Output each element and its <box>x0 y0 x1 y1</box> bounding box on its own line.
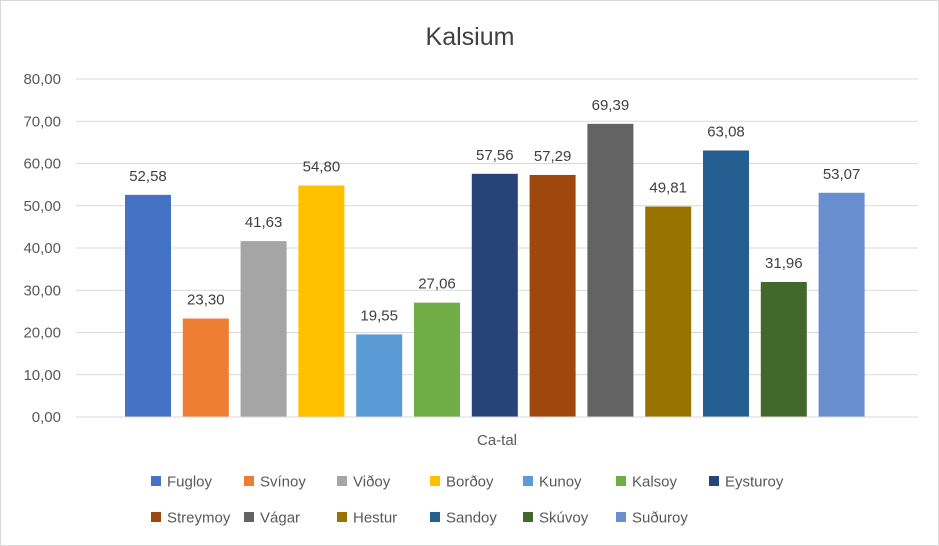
legend-label: Eysturoy <box>725 474 784 491</box>
legend-swatch <box>523 512 533 522</box>
y-tick-label: 20,00 <box>23 325 61 342</box>
legend-swatch <box>337 512 347 522</box>
legend-swatch <box>523 476 533 486</box>
legend-label: Svínoy <box>260 474 306 491</box>
bar-Eysturoy <box>471 173 518 417</box>
legend-label: Viðoy <box>353 474 391 491</box>
data-label: 57,29 <box>534 148 572 165</box>
legend-label: Borðoy <box>446 474 494 491</box>
bar-Streymoy <box>529 174 576 417</box>
legend-label: Kalsoy <box>632 474 678 491</box>
legend-swatch <box>151 512 161 522</box>
legend-swatch <box>151 476 161 486</box>
data-label: 53,07 <box>823 166 861 183</box>
data-label: 19,55 <box>360 307 398 324</box>
bar-Suðuroy <box>818 192 865 417</box>
data-label: 52,58 <box>129 168 167 185</box>
data-label: 54,80 <box>303 158 341 175</box>
legend-label: Fugloy <box>167 474 213 491</box>
data-label: 27,06 <box>418 276 456 293</box>
legend: Fugloy Svínoy Viðoy Borðoy Kunoy Kalsoy Eystur… <box>151 474 784 527</box>
data-label: 23,30 <box>187 292 225 309</box>
legend-label: Streymoy <box>167 510 231 527</box>
bar-Vágar <box>587 123 634 418</box>
bar-Sandoy <box>703 150 749 417</box>
y-tick-label: 70,00 <box>23 113 61 130</box>
bar-Borðoy <box>298 185 345 417</box>
legend-label: Skúvoy <box>539 510 589 527</box>
legend-label: Suðuroy <box>632 510 688 527</box>
bar-Svínoy <box>182 318 229 417</box>
bar-Fugloy <box>125 194 171 417</box>
bar-Skúvoy <box>760 281 807 417</box>
y-tick-label: 60,00 <box>23 156 61 173</box>
legend-label: Kunoy <box>539 474 582 491</box>
data-label: 57,56 <box>476 147 514 164</box>
y-tick-label: 40,00 <box>23 240 61 257</box>
y-tick-label: 30,00 <box>23 282 61 299</box>
chart-title: Kalsium <box>426 23 515 51</box>
y-tick-label: 0,00 <box>32 409 61 426</box>
legend-swatch <box>709 476 719 486</box>
y-tick-label: 10,00 <box>23 367 61 384</box>
legend-swatch <box>430 476 440 486</box>
legend-label: Vágar <box>260 510 300 527</box>
x-axis-title: Ca-tal <box>477 432 517 449</box>
data-label: 31,96 <box>765 255 803 272</box>
data-labels: 52,58 23,30 41,63 54,80 19,55 27,06 57,56 57,29… <box>129 97 860 325</box>
bar-Kalsoy <box>414 302 460 417</box>
y-tick-label: 80,00 <box>23 71 61 88</box>
legend-swatch <box>616 512 626 522</box>
data-label: 49,81 <box>649 180 687 197</box>
legend-label: Hestur <box>353 510 397 527</box>
legend-swatch <box>337 476 347 486</box>
y-axis-tick-labels: 0,00 10,00 20,00 30,00 40,00 50,00 60,00 70,00 8… <box>23 71 61 426</box>
legend-swatch <box>244 512 254 522</box>
bars <box>125 123 865 418</box>
legend-swatch <box>616 476 626 486</box>
legend-label: Sandoy <box>446 510 497 527</box>
bar-Viðoy <box>240 241 287 417</box>
y-tick-label: 50,00 <box>23 198 61 215</box>
bar-Hestur <box>645 206 692 417</box>
data-label: 63,08 <box>707 123 745 140</box>
legend-swatch <box>430 512 440 522</box>
legend-swatch <box>244 476 254 486</box>
data-label: 41,63 <box>245 214 283 231</box>
bar-Kunoy <box>356 334 403 417</box>
data-label: 69,39 <box>592 97 630 114</box>
